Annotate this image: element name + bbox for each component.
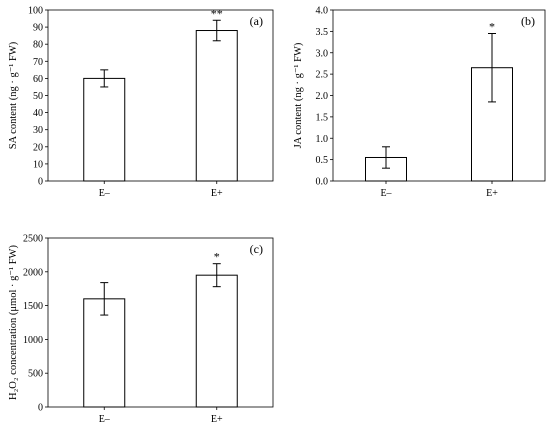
y-tick-label: 1500 [23,301,43,312]
y-tick-label: 50 [33,91,43,102]
y-tick-label: 80 [33,40,43,51]
bar-2 [195,30,238,182]
y-tick-label: 3.5 [316,27,329,38]
y-tick-label: 10 [33,159,43,170]
plot-frame [332,9,546,182]
bar-1 [83,298,126,408]
x-tick-label: E+ [211,414,223,425]
significance-marker: ** [211,6,223,20]
y-tick-label: 100 [28,6,43,17]
chart-panel-3: 0 500 1000 1500 2000 2500 H₂O₂ concentration (… [8,234,274,425]
y-tick-label: 500 [28,369,43,380]
y-axis-label: H₂O₂ concentration (μmol · g⁻¹ FW) [8,245,19,400]
y-tick-label: 3.0 [316,48,329,59]
significance-marker: * [489,20,495,34]
y-axis-label: SA content (ng · g⁻¹ FW) [8,41,19,149]
bar-2 [195,274,238,408]
bar-1 [83,77,126,182]
panel-label: (b) [521,14,535,28]
chart-panel-1: 0 10 20 30 40 50 60 70 80 90 100 SA content (ng · g… [8,6,274,199]
y-tick-label: 1000 [23,335,43,346]
y-tick-label: 2000 [23,267,43,278]
y-tick-label: 1.5 [316,112,329,123]
y-tick-label: 0.0 [316,177,329,188]
significance-marker: * [214,250,220,264]
plot-frame [47,237,274,408]
y-tick-label: 1.0 [316,134,329,145]
chart-panel-2: 0.0 0.5 1.0 1.5 2.0 2.5 3.0 3.5 4.0 JA content (n… [293,6,546,199]
x-tick-label: E+ [211,188,223,199]
x-tick-label: E– [380,188,392,199]
x-tick-label: E– [99,188,111,199]
y-tick-label: 2500 [23,234,43,245]
y-tick-label: 4.0 [316,6,329,17]
y-tick-label: 2.0 [316,91,329,102]
y-axis-label: JA content (ng · g⁻¹ FW) [293,42,304,148]
y-tick-label: 0.5 [316,155,329,166]
panel-label: (c) [250,242,263,256]
x-tick-label: E+ [486,188,498,199]
x-tick-label: E– [99,414,111,425]
y-tick-label: 20 [33,142,43,153]
y-tick-label: 2.5 [316,70,329,81]
y-tick-label: 0 [38,403,43,414]
y-tick-label: 90 [33,23,43,34]
panel-label: (a) [250,14,263,28]
y-tick-label: 60 [33,74,43,85]
plot-frame [47,9,274,182]
y-tick-label: 0 [38,177,43,188]
y-tick-label: 70 [33,57,43,68]
y-tick-label: 40 [33,108,43,119]
y-tick-label: 30 [33,125,43,136]
